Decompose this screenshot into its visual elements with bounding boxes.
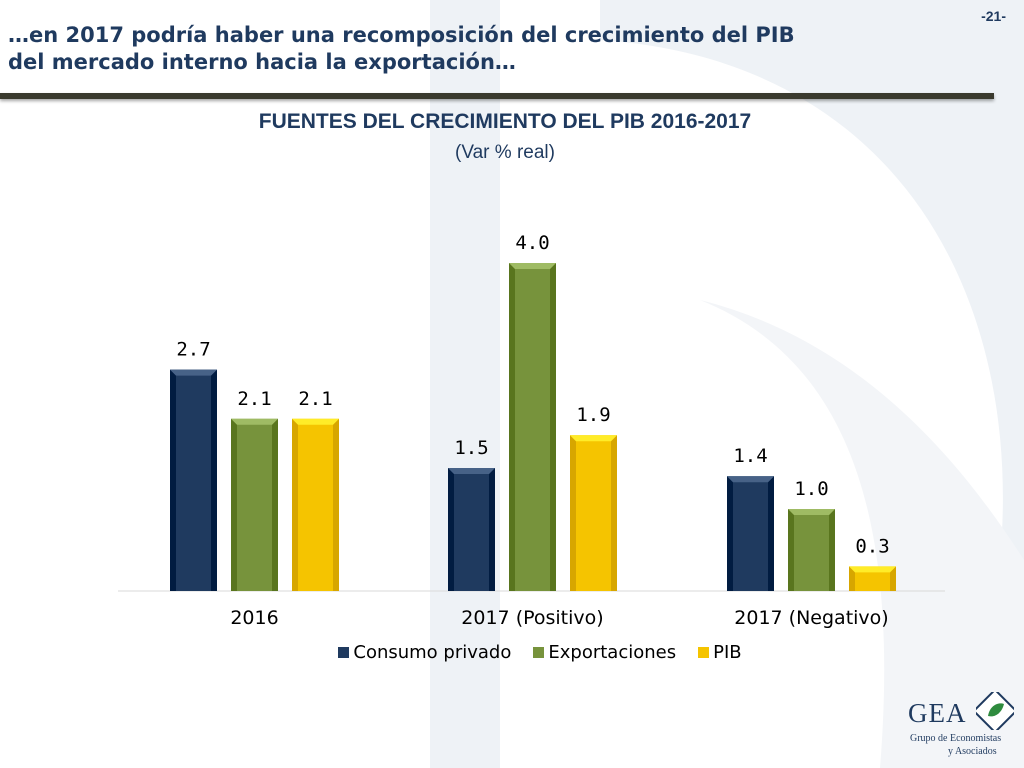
bar-bevel-left bbox=[570, 435, 576, 591]
bar-bevel-right bbox=[890, 566, 896, 591]
slide-title: …en 2017 podría haber una recomposición … bbox=[8, 22, 988, 76]
bar-bevel-left bbox=[509, 263, 515, 591]
bar-pib-0 bbox=[292, 418, 339, 591]
legend-label-pib: PIB bbox=[713, 642, 742, 663]
chart-legend: Consumo privado Exportaciones PIB bbox=[0, 642, 1024, 663]
legend-label-exportaciones: Exportaciones bbox=[548, 642, 677, 663]
bar-bevel-right bbox=[489, 468, 495, 591]
bar-body bbox=[727, 476, 774, 591]
legend-item-exportaciones: Exportaciones bbox=[533, 642, 676, 663]
data-label: 1.4 bbox=[733, 445, 767, 467]
bar-body bbox=[509, 263, 556, 591]
data-label: 2.1 bbox=[237, 388, 271, 410]
legend-label-consumo: Consumo privado bbox=[353, 642, 512, 663]
bar-bevel-right bbox=[272, 418, 278, 591]
bar-bevel-right bbox=[333, 418, 339, 591]
bar-body bbox=[170, 369, 217, 591]
logo-subtitle-line-1: Grupo de Economistas bbox=[910, 733, 1002, 744]
chart-title: FUENTES DEL CRECIMIENTO DEL PIB 2016-201… bbox=[258, 110, 752, 133]
bar-body bbox=[231, 418, 278, 591]
bar-bevel-right bbox=[768, 476, 774, 591]
bar-consumo-privado-1 bbox=[448, 468, 495, 591]
legend-item-pib: PIB bbox=[698, 642, 742, 663]
data-label: 2.1 bbox=[298, 388, 332, 410]
gea-logo: GEA Grupo de Economistas y Asociados bbox=[908, 692, 1020, 764]
bar-exportaciones-0 bbox=[231, 418, 278, 591]
bar-bevel-left bbox=[170, 369, 176, 591]
bar-bevel-top bbox=[231, 418, 278, 425]
chart-subtitle: (Var % real) bbox=[455, 142, 555, 163]
bar-body bbox=[788, 509, 835, 591]
category-label: 2017 (Negativo) bbox=[734, 607, 888, 629]
bar-bevel-left bbox=[231, 418, 237, 591]
legend-swatch-pib bbox=[698, 647, 710, 658]
bar-bevel-left bbox=[448, 468, 454, 591]
bar-bevel-right bbox=[829, 509, 835, 591]
logo-name: GEA bbox=[908, 698, 967, 728]
title-divider bbox=[0, 93, 994, 99]
bar-body bbox=[292, 418, 339, 591]
bar-pib-2 bbox=[849, 566, 896, 591]
logo-leaf-icon bbox=[976, 692, 1014, 730]
bar-exportaciones-1 bbox=[509, 263, 556, 591]
legend-swatch-exportaciones bbox=[533, 647, 545, 658]
category-label: 2016 bbox=[230, 607, 278, 629]
bar-bevel-top bbox=[570, 435, 617, 442]
bar-bevel-right bbox=[211, 369, 217, 591]
slide-title-line-1: …en 2017 podría haber una recomposición … bbox=[8, 23, 795, 47]
bar-exportaciones-2 bbox=[788, 509, 835, 591]
data-label: 1.9 bbox=[576, 404, 610, 426]
bar-body bbox=[570, 435, 617, 591]
category-label: 2017 (Positivo) bbox=[461, 607, 603, 629]
bar-pib-1 bbox=[570, 435, 617, 591]
data-label: 1.5 bbox=[454, 437, 488, 459]
bar-bevel-top bbox=[509, 263, 556, 269]
data-label: 4.0 bbox=[515, 232, 549, 254]
bar-bevel-top bbox=[788, 509, 835, 515]
bar-bevel-left bbox=[849, 566, 855, 591]
bar-bevel-left bbox=[292, 418, 298, 591]
bar-bevel-left bbox=[727, 476, 733, 591]
bar-consumo-privado-2 bbox=[727, 476, 774, 591]
page-number: -21- bbox=[981, 8, 1006, 24]
bar-bevel-top bbox=[727, 476, 774, 483]
bar-body bbox=[448, 468, 495, 591]
legend-swatch-consumo bbox=[338, 647, 350, 658]
data-label: 2.7 bbox=[176, 339, 210, 361]
logo-subtitle: Grupo de Economistas y Asociados bbox=[910, 732, 1001, 758]
bar-bevel-right bbox=[611, 435, 617, 591]
bar-bevel-left bbox=[788, 509, 794, 591]
bar-consumo-privado-0 bbox=[170, 369, 217, 591]
legend-item-consumo: Consumo privado bbox=[338, 642, 511, 663]
data-label: 1.0 bbox=[794, 478, 828, 500]
bar-bevel-top bbox=[849, 566, 896, 573]
bar-bevel-top bbox=[170, 369, 217, 376]
logo-subtitle-line-2: y Asociados bbox=[948, 746, 997, 757]
bar-bevel-top bbox=[448, 468, 495, 474]
bar-bevel-top bbox=[292, 418, 339, 425]
data-label: 0.3 bbox=[855, 535, 889, 557]
bar-bevel-right bbox=[550, 263, 556, 591]
slide-title-line-2: del mercado interno hacia la exportación… bbox=[8, 50, 516, 74]
